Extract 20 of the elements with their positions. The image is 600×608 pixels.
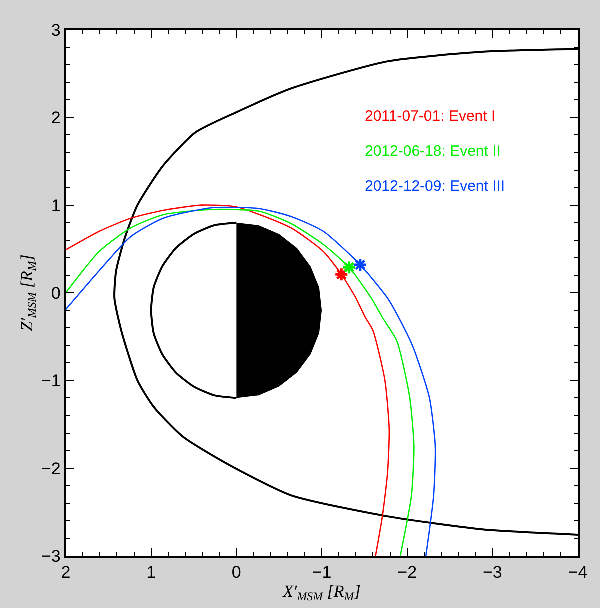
point xyxy=(334,267,349,282)
y-tick-label: −2 xyxy=(41,459,61,478)
x-axis-title: X′$_{MSM}$ [R$_{M}$] xyxy=(282,582,361,604)
y-tick-label: 2 xyxy=(51,108,61,128)
x-tick-label: −3 xyxy=(482,563,502,582)
point xyxy=(342,260,357,275)
text: 2012-06-18: Event II xyxy=(365,143,501,160)
y-tick-label: 1 xyxy=(51,196,61,216)
y-tick-label: 3 xyxy=(51,20,61,40)
x-tick-label: 0 xyxy=(232,563,242,582)
x-tick-label: −4 xyxy=(568,563,588,582)
y-tick-label: −1 xyxy=(41,372,61,391)
point xyxy=(353,258,368,272)
x-tick-label: 1 xyxy=(146,563,156,582)
y-tick-label: 0 xyxy=(51,284,61,303)
text: 2012-12-09: Event III xyxy=(365,178,506,195)
text: 2011-07-01: Event I xyxy=(365,108,496,125)
x-tick-label: −1 xyxy=(312,563,332,582)
y-tick-label: −3 xyxy=(41,546,61,566)
x-tick-label: −2 xyxy=(398,563,418,582)
